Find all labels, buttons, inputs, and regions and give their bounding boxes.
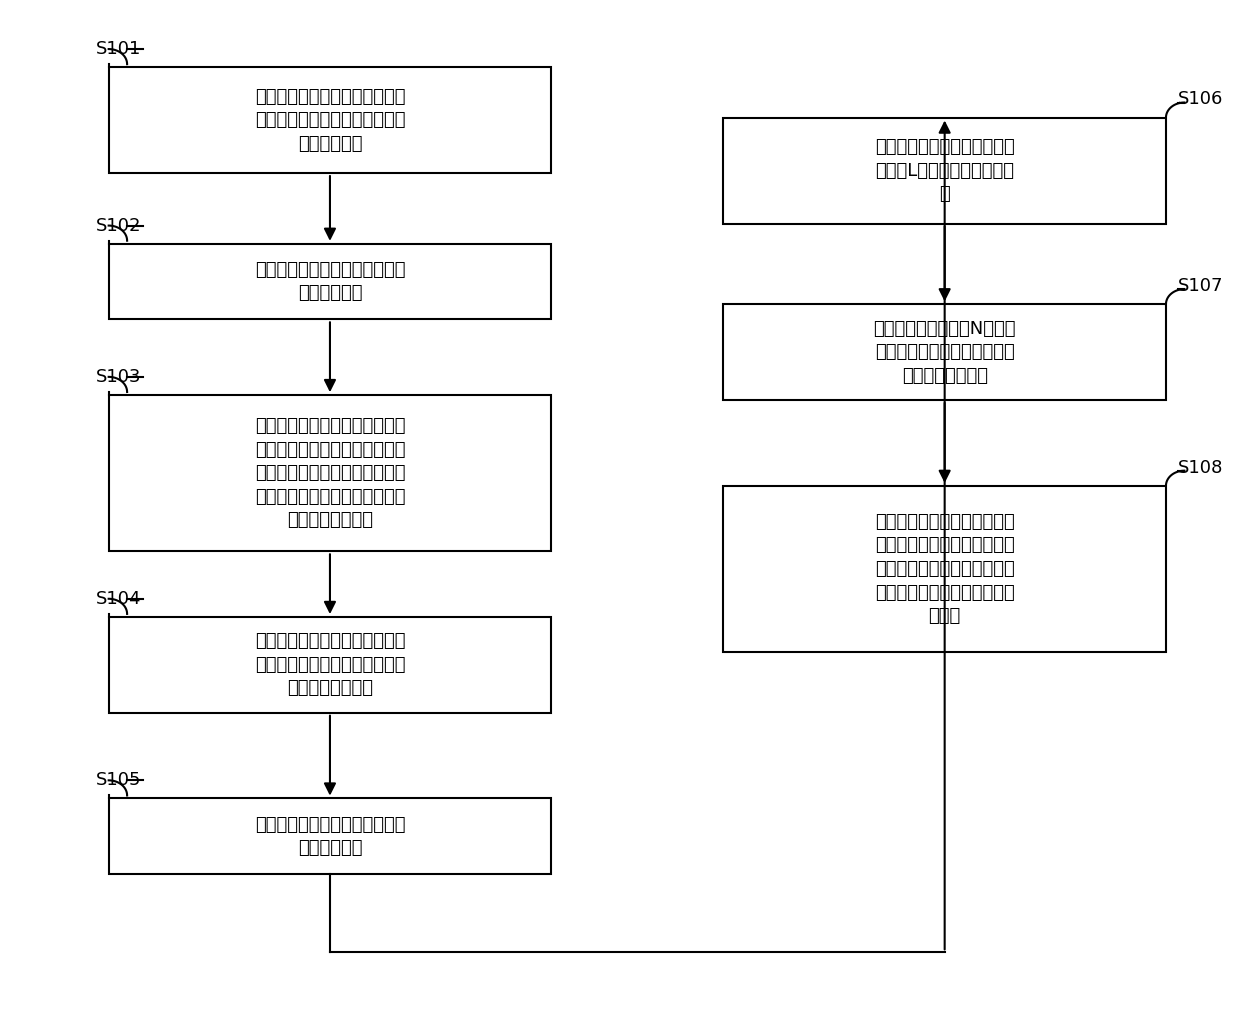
Bar (109, 67, 552, 173)
Text: 确定分辨率，遍历平滑循环谱相
关密度并切片: 确定分辨率，遍历平滑循环谱相 关密度并切片 (254, 816, 405, 857)
Text: S108: S108 (1178, 459, 1224, 477)
Bar (109, 617, 552, 713)
Bar (109, 395, 552, 551)
Text: 选取振动信号之后的N个数据
，将其分成段，计算各段的平
滑循环谱相关密度: 选取振动信号之后的N个数据 ，将其分成段，计算各段的平 滑循环谱相关密度 (873, 319, 1016, 384)
Text: 将各段平滑循环谱相关密度与
模板循环谱相关密度对比，统
计在不同谱向量处峰值匹配个
数，根据峰值匹配个数进行故
障判断: 将各段平滑循环谱相关密度与 模板循环谱相关密度对比，统 计在不同谱向量处峰值匹配… (874, 513, 1014, 625)
Text: S107: S107 (1178, 277, 1224, 295)
Bar (109, 798, 552, 875)
Text: S103: S103 (97, 368, 141, 385)
Bar (109, 244, 552, 319)
Bar (723, 486, 1166, 652)
Text: S106: S106 (1178, 91, 1224, 109)
Text: 利用窗函数频谱对循环谱相关密
度进行循环谱平滑处理，得到平
滑循环谱相关密度: 利用窗函数频谱对循环谱相关密 度进行循环谱平滑处理，得到平 滑循环谱相关密度 (254, 633, 405, 698)
Text: S101: S101 (97, 40, 141, 58)
Text: 利用周期图法计算信号频谱的循
环谱相关密度: 利用周期图法计算信号频谱的循 环谱相关密度 (254, 260, 405, 302)
Text: S104: S104 (97, 590, 141, 608)
Text: 获取滚动轴承的振动信号，并对
振动信号进行离散傅里叶变换，
得到信号频谱: 获取滚动轴承的振动信号，并对 振动信号进行离散傅里叶变换， 得到信号频谱 (254, 87, 405, 153)
Bar (723, 118, 1166, 224)
Text: 在循环谱切片中选取谱能量最
大的前L个谱向量，并计为模
板: 在循环谱切片中选取谱能量最 大的前L个谱向量，并计为模 板 (874, 138, 1014, 203)
Text: S105: S105 (97, 771, 141, 789)
Text: 根据所要得到的谱相关密度切片
的谱频率、分辨率和采样频率确
定平滑窗函数以及平滑点数，并
计算归一化窗函数的傅里叶变换
，得到窗函数频谱: 根据所要得到的谱相关密度切片 的谱频率、分辨率和采样频率确 定平滑窗函数以及平滑… (254, 417, 405, 530)
Bar (723, 304, 1166, 400)
Text: S102: S102 (97, 217, 141, 235)
